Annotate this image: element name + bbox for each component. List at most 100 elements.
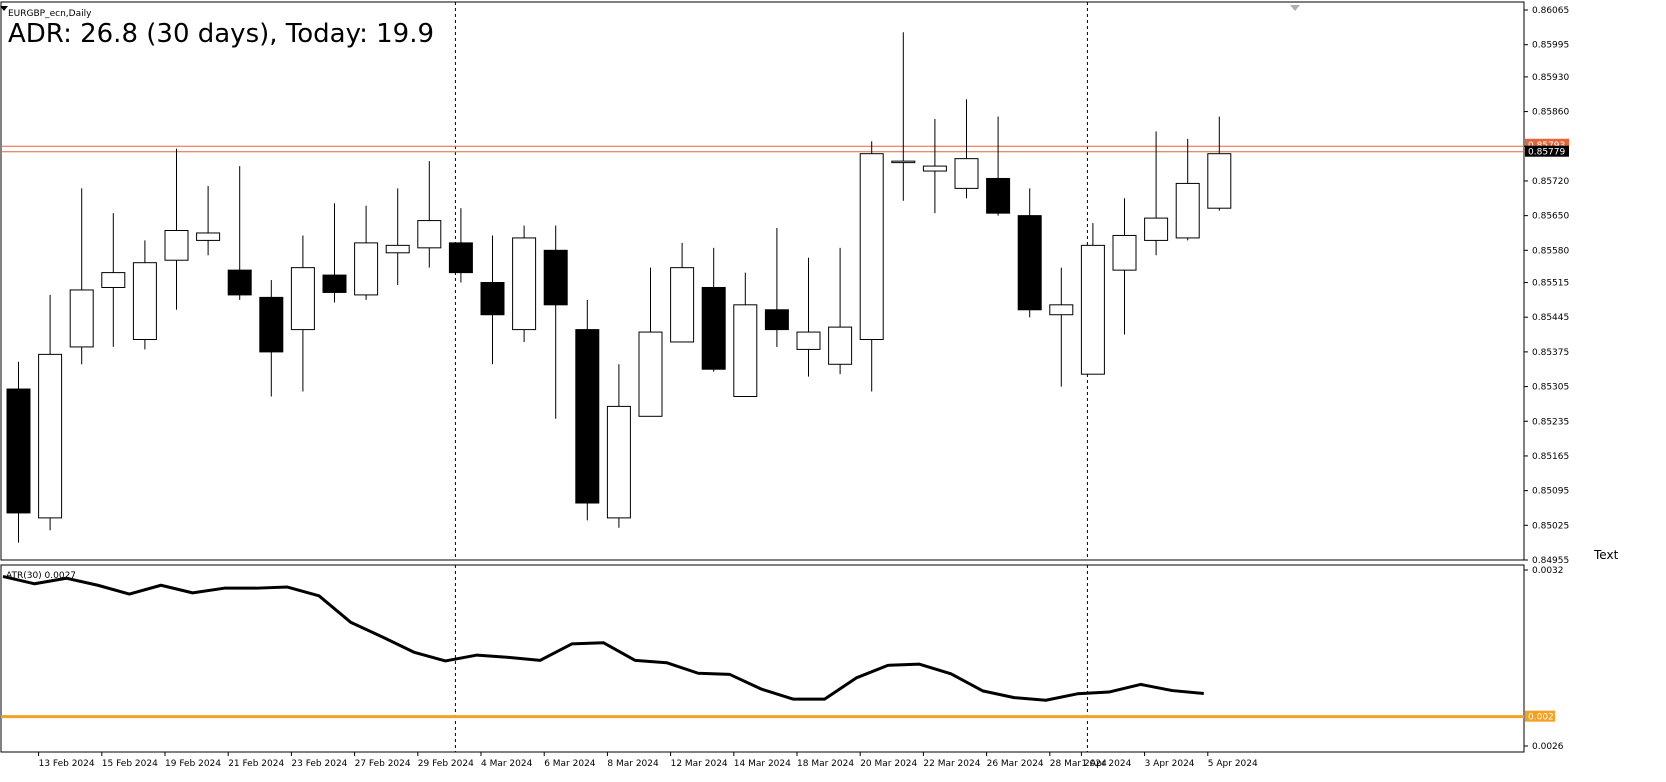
candle bbox=[322, 203, 347, 303]
candle bbox=[954, 99, 979, 199]
candle-body bbox=[922, 165, 947, 172]
candle-body bbox=[796, 331, 821, 350]
candle bbox=[227, 166, 252, 300]
main-chart-frame[interactable] bbox=[0, 1, 1525, 561]
x-tick-label: 20 Mar 2024 bbox=[860, 759, 917, 769]
candle-body bbox=[1175, 182, 1200, 239]
x-tick-label: 27 Feb 2024 bbox=[355, 759, 411, 769]
candle bbox=[764, 228, 789, 347]
indicator-border bbox=[0, 564, 1525, 753]
x-tick-label: 4 Mar 2024 bbox=[481, 759, 533, 769]
x-tick-label: 22 Mar 2024 bbox=[923, 759, 980, 769]
candle-body bbox=[259, 296, 284, 353]
collapse-triangle-icon[interactable] bbox=[0, 6, 8, 11]
candle-body bbox=[417, 220, 442, 249]
candle-body bbox=[1207, 153, 1232, 209]
candle bbox=[828, 247, 853, 375]
candle-body bbox=[227, 269, 252, 296]
candle-body bbox=[512, 237, 537, 331]
candle-body bbox=[132, 262, 157, 341]
x-tick-label: 14 Mar 2024 bbox=[734, 759, 791, 769]
candle bbox=[448, 208, 473, 283]
candle bbox=[290, 235, 315, 392]
candle bbox=[1080, 223, 1105, 375]
shift-marker-icon[interactable] bbox=[1290, 5, 1300, 11]
indicator-y-axis: 0.0032 0.0026 0.0027 bbox=[1524, 566, 1564, 752]
main-y-axis: 0.860650.859950.859300.858600.857900.857… bbox=[1524, 6, 1569, 566]
candle-body bbox=[385, 244, 410, 254]
candle-body bbox=[733, 304, 758, 397]
x-tick-label: 18 Mar 2024 bbox=[797, 759, 854, 769]
candle bbox=[101, 213, 126, 347]
y-tick-label: 0.85095 bbox=[1532, 487, 1569, 497]
main-border bbox=[0, 1, 1525, 561]
candle bbox=[1017, 188, 1042, 318]
x-tick-label: 6 Mar 2024 bbox=[544, 759, 596, 769]
adr-text[interactable]: ADR: 26.8 (30 days), Today: 19.9 bbox=[8, 19, 434, 49]
x-tick-label: 23 Feb 2024 bbox=[291, 759, 347, 769]
indicator-title[interactable]: ATR(30) 0.0027 bbox=[6, 571, 76, 581]
candle-body bbox=[828, 326, 853, 365]
x-tick-label: 1 Apr 2024 bbox=[1081, 759, 1131, 769]
atr-level-box bbox=[1525, 710, 1555, 722]
candle-body bbox=[670, 267, 695, 343]
candle bbox=[6, 361, 31, 543]
y-tick-label: 0.84955 bbox=[1532, 556, 1569, 566]
candle-body bbox=[986, 177, 1011, 214]
x-tick-label: 26 Mar 2024 bbox=[987, 759, 1044, 769]
y-tick-label: 0.85580 bbox=[1532, 246, 1569, 256]
candle-body bbox=[38, 353, 63, 519]
x-tick-label: 12 Mar 2024 bbox=[671, 759, 728, 769]
x-tick-label: 8 Mar 2024 bbox=[607, 759, 659, 769]
symbol-label[interactable]: EURGBP_ecn,Daily bbox=[8, 9, 92, 19]
candle bbox=[701, 247, 726, 372]
candle bbox=[385, 188, 410, 285]
candle bbox=[69, 188, 94, 365]
candle bbox=[922, 119, 947, 214]
candle bbox=[38, 294, 63, 531]
text-object[interactable]: Text bbox=[1593, 548, 1619, 562]
candle-body bbox=[1144, 217, 1169, 241]
candle-body bbox=[69, 289, 94, 348]
candle-body bbox=[638, 331, 663, 417]
candle-body bbox=[575, 329, 600, 504]
candle-body bbox=[448, 242, 473, 274]
x-tick-label: 28 Mar 2024 bbox=[1050, 759, 1107, 769]
candle-body bbox=[322, 274, 347, 293]
candle-body bbox=[543, 249, 568, 306]
candle bbox=[575, 299, 600, 521]
candle bbox=[164, 148, 189, 310]
candle bbox=[638, 267, 663, 417]
indicator-frame[interactable] bbox=[0, 564, 1525, 753]
main-horizontal-lines bbox=[1, 145, 1524, 153]
candle bbox=[512, 225, 537, 342]
candle-body bbox=[1080, 244, 1105, 375]
candle-body bbox=[480, 282, 505, 316]
price-label-box bbox=[1525, 145, 1569, 157]
candle-body bbox=[101, 272, 126, 288]
candle-body bbox=[164, 229, 189, 261]
candle bbox=[859, 141, 884, 392]
x-tick-label: 13 Feb 2024 bbox=[39, 759, 95, 769]
atr-level-label: 0.0027 bbox=[1528, 713, 1560, 723]
price-label: 0.85779 bbox=[1528, 148, 1565, 158]
candle-body bbox=[764, 309, 789, 331]
candle-body bbox=[606, 405, 631, 519]
ind-y-tick-label: 0.0032 bbox=[1532, 566, 1564, 576]
x-tick-label: 15 Feb 2024 bbox=[102, 759, 158, 769]
y-tick-label: 0.85930 bbox=[1532, 73, 1569, 83]
candle bbox=[1175, 138, 1200, 241]
candle bbox=[733, 272, 758, 397]
candle-body bbox=[954, 158, 979, 189]
candle-body bbox=[196, 232, 221, 241]
price-label-box bbox=[1525, 138, 1569, 150]
x-tick-label: 3 Apr 2024 bbox=[1145, 759, 1195, 769]
x-tick-label: 19 Feb 2024 bbox=[165, 759, 221, 769]
ind-y-tick-label: 0.0026 bbox=[1532, 742, 1564, 752]
y-tick-label: 0.85995 bbox=[1532, 41, 1569, 51]
candle-body bbox=[1049, 304, 1074, 316]
candles[interactable] bbox=[6, 32, 1232, 543]
candle-body bbox=[891, 160, 916, 164]
candle-body bbox=[6, 388, 31, 514]
